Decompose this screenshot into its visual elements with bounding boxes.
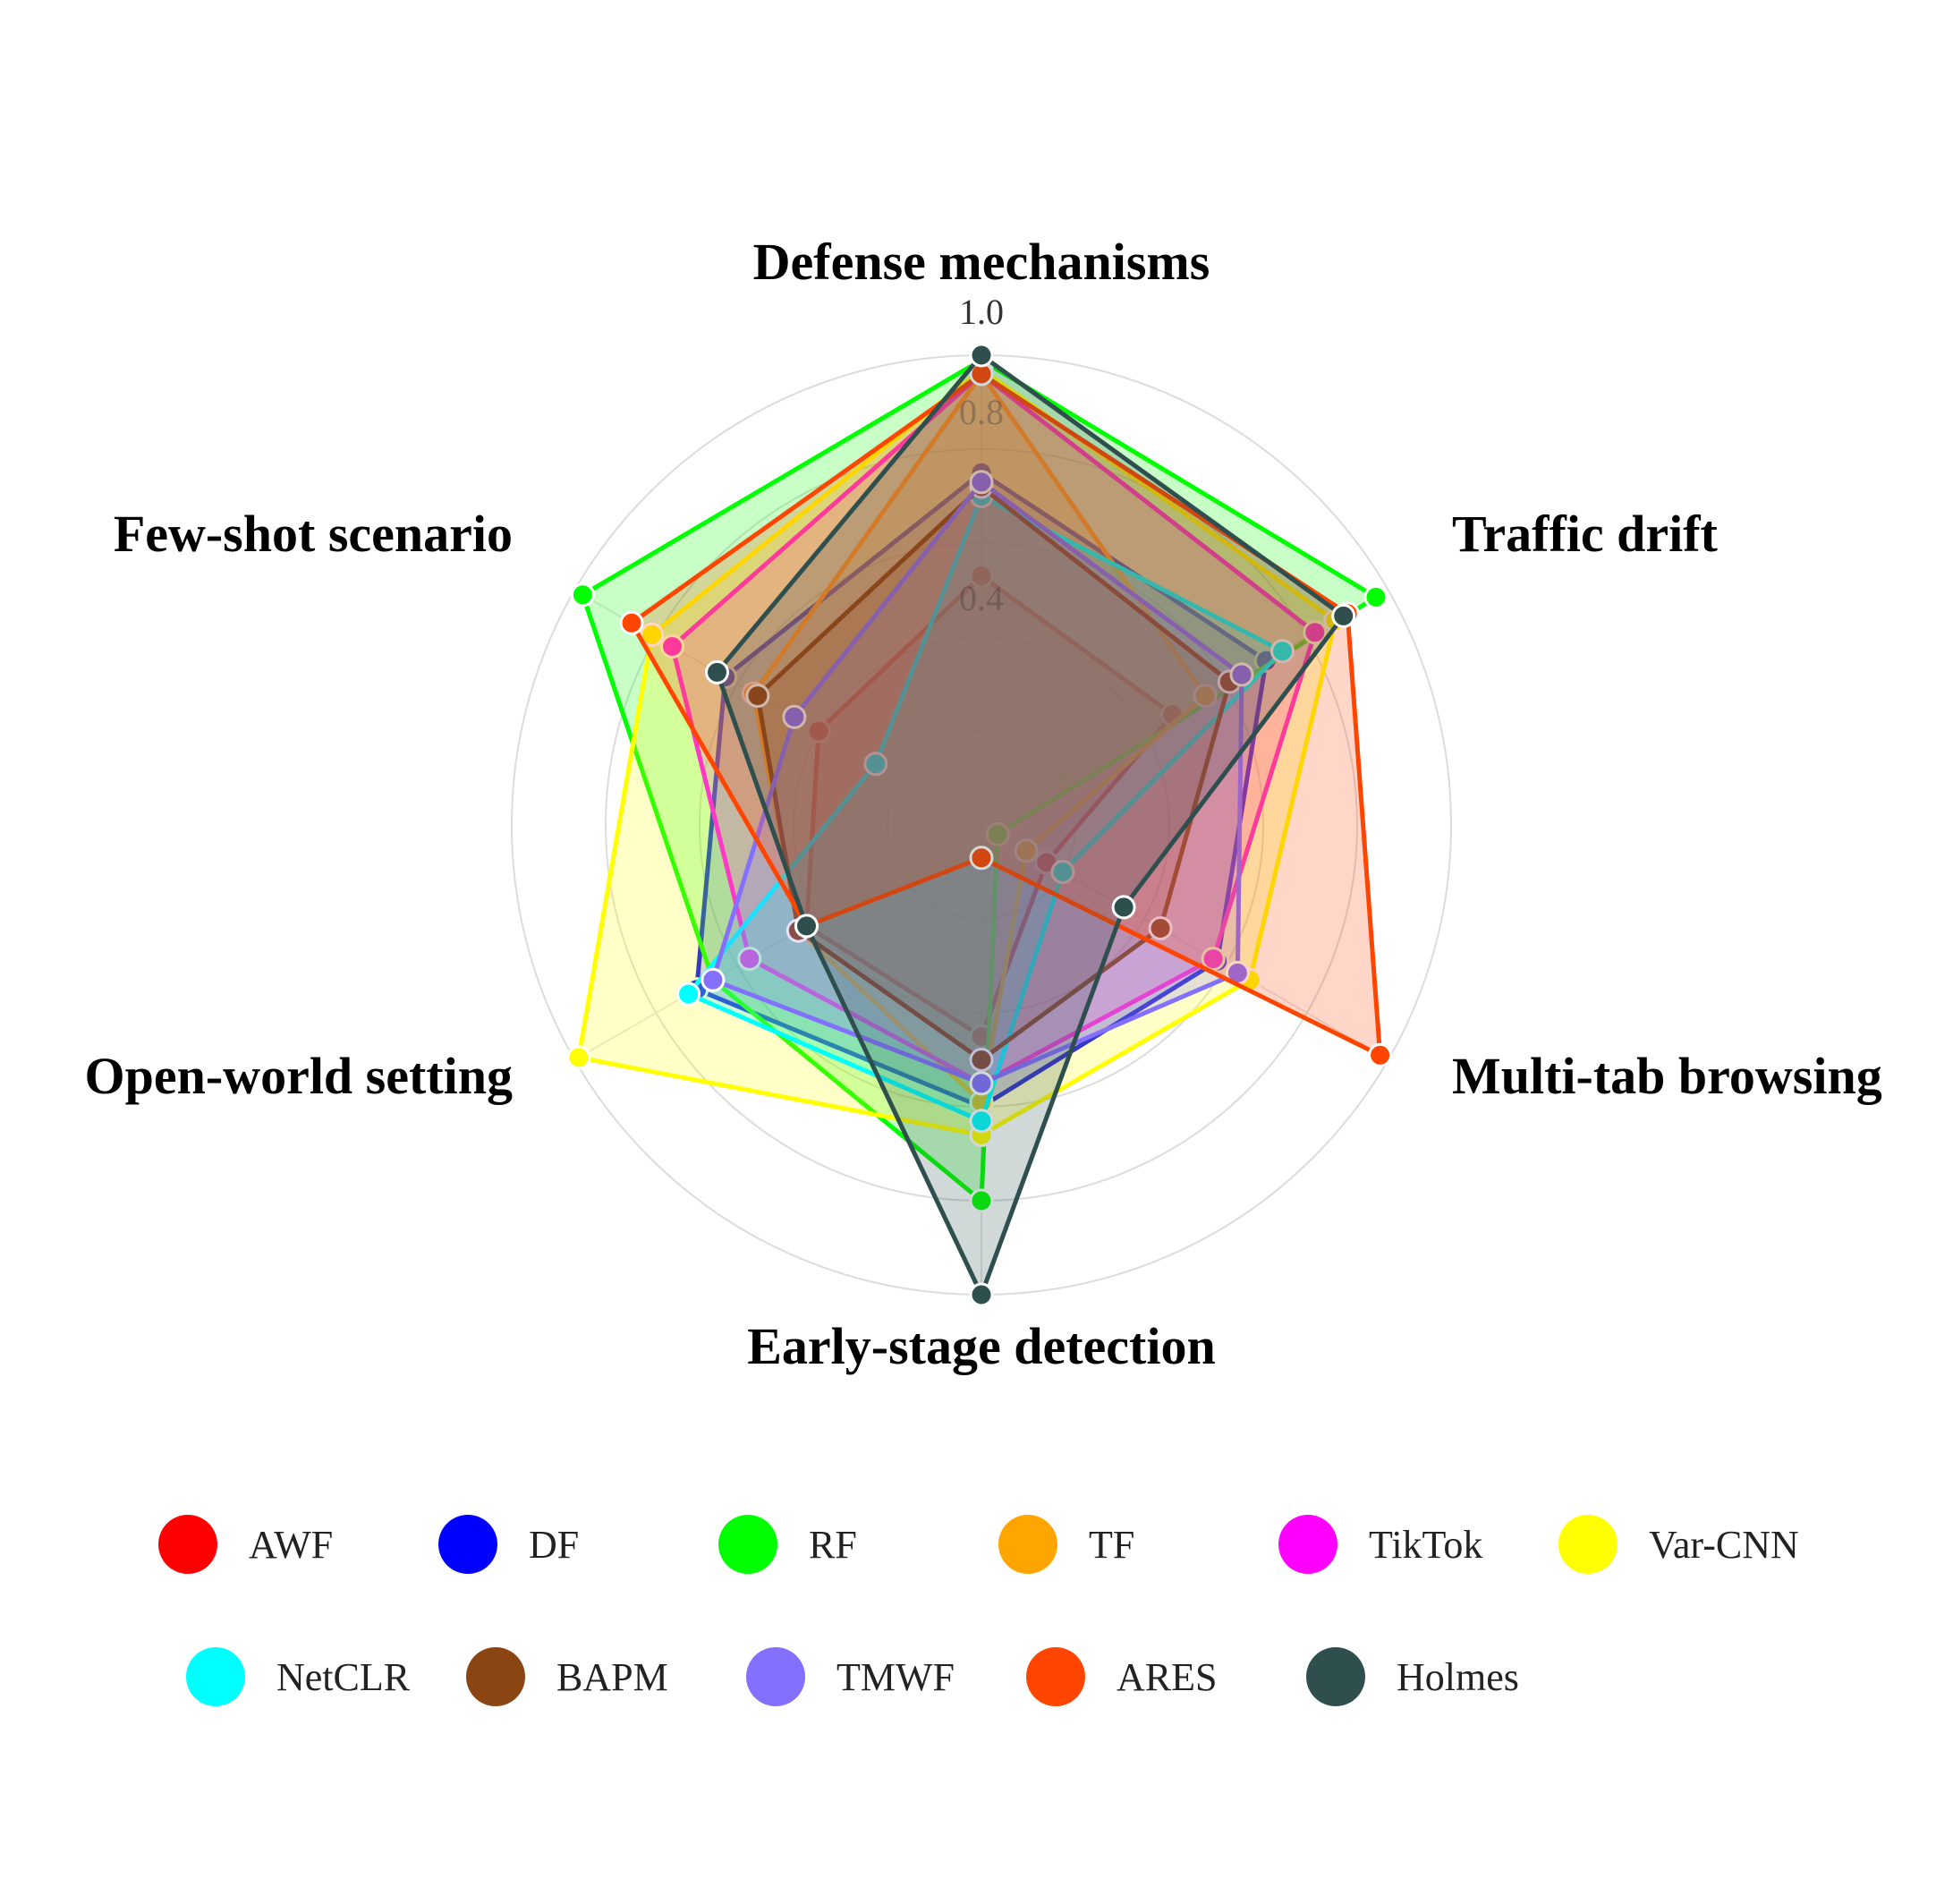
legend-marker-ares <box>1026 1647 1085 1706</box>
data-point-tiktok-few-shot-scenario <box>660 634 684 659</box>
legend-item-tmwf: TMWF <box>746 1647 955 1706</box>
data-point-tmwf-open-world-setting <box>701 967 726 992</box>
data-point-tmwf-early-stage-detection <box>969 1071 994 1096</box>
legend-marker-netclr <box>186 1647 245 1706</box>
data-point-holmes-defense-mechanisms <box>969 343 994 368</box>
legend-item-bapm: BAPM <box>466 1647 668 1706</box>
legend-item-tiktok: TikTok <box>1278 1515 1482 1574</box>
data-point-tf-multi-tab-browsing <box>1014 838 1039 863</box>
data-point-holmes-few-shot-scenario <box>705 659 729 684</box>
legend: AWF DF RF TF TikTok Var-CNN NetCLR BAPM TMWF ARES… <box>158 1515 1799 1706</box>
data-point-tiktok-open-world-setting <box>737 947 762 972</box>
data-point-var-cnn-open-world-setting <box>566 1045 591 1070</box>
data-point-netclr-open-world-setting <box>676 982 701 1007</box>
data-point-netclr-traffic-drift <box>1270 639 1295 664</box>
legend-label-tiktok: TikTok <box>1369 1523 1482 1567</box>
legend-marker-tf <box>998 1515 1057 1574</box>
radar-tick-labels: 1.0 0.8 0.4 <box>959 292 1004 618</box>
data-point-awf-defense-mechanisms <box>969 564 994 589</box>
data-point-var-cnn-few-shot-scenario <box>640 622 665 647</box>
axis-label-open-world-setting: Open-world setting <box>85 1047 514 1105</box>
data-point-tmwf-traffic-drift <box>1229 662 1254 687</box>
legend-marker-var-cnn <box>1558 1515 1618 1574</box>
tick-label-0-4: 0.4 <box>959 578 1004 618</box>
data-point-rf-multi-tab-browsing <box>985 822 1010 846</box>
legend-label-awf: AWF <box>249 1523 333 1567</box>
legend-item-rf: RF <box>718 1515 857 1574</box>
radar-series <box>566 343 1393 1307</box>
legend-marker-awf <box>158 1515 217 1574</box>
data-point-tiktok-multi-tab-browsing <box>1201 947 1226 972</box>
data-point-holmes-early-stage-detection <box>969 1282 994 1307</box>
series-holmes <box>705 343 1356 1307</box>
data-point-ares-multi-tab-browsing <box>1368 1042 1393 1067</box>
axis-label-traffic-drift: Traffic drift <box>1452 505 1719 563</box>
data-point-bapm-early-stage-detection <box>969 1048 994 1072</box>
legend-item-df: DF <box>438 1515 579 1574</box>
data-point-holmes-traffic-drift <box>1331 603 1356 628</box>
legend-marker-holmes <box>1306 1647 1365 1706</box>
data-point-tmwf-defense-mechanisms <box>969 470 994 495</box>
data-point-bapm-few-shot-scenario <box>745 684 770 709</box>
series-awf <box>794 564 1185 1049</box>
legend-item-tf: TF <box>998 1515 1134 1574</box>
axis-label-defense-mechanisms: Defense mechanisms <box>753 233 1210 291</box>
legend-marker-rf <box>718 1515 777 1574</box>
legend-marker-df <box>438 1515 497 1574</box>
tick-label-0-8: 0.8 <box>959 392 1004 432</box>
legend-item-awf: AWF <box>158 1515 333 1574</box>
series-bapm <box>745 474 1242 1072</box>
axis-label-few-shot-scenario: Few-shot scenario <box>114 505 513 563</box>
axis-label-multi-tab-browsing: Multi-tab browsing <box>1452 1047 1882 1105</box>
legend-item-netclr: NetCLR <box>186 1647 411 1706</box>
data-point-awf-few-shot-scenario <box>806 718 831 744</box>
legend-item-ares: ARES <box>1026 1647 1217 1706</box>
radar-axis-labels: Defense mechanisms Traffic drift Multi-t… <box>85 233 1882 1375</box>
legend-marker-bapm <box>466 1647 525 1706</box>
data-point-bapm-multi-tab-browsing <box>1148 916 1173 940</box>
axis-label-early-stage-detection: Early-stage detection <box>747 1317 1215 1375</box>
legend-item-holmes: Holmes <box>1306 1647 1519 1706</box>
data-point-rf-traffic-drift <box>1363 584 1388 609</box>
legend-label-tf: TF <box>1089 1523 1134 1567</box>
data-point-tiktok-traffic-drift <box>1303 620 1328 645</box>
legend-label-df: DF <box>529 1523 579 1567</box>
data-point-tmwf-few-shot-scenario <box>782 704 807 729</box>
legend-label-rf: RF <box>809 1523 857 1567</box>
legend-label-netclr: NetCLR <box>276 1655 411 1699</box>
legend-marker-tiktok <box>1278 1515 1337 1574</box>
data-point-rf-few-shot-scenario <box>570 582 595 608</box>
data-point-netclr-multi-tab-browsing <box>1050 860 1075 884</box>
data-point-netclr-few-shot-scenario <box>863 752 888 777</box>
legend-label-tmwf: TMWF <box>836 1655 955 1699</box>
data-point-rf-early-stage-detection <box>969 1188 994 1213</box>
data-point-netclr-early-stage-detection <box>969 1109 994 1134</box>
data-point-ares-few-shot-scenario <box>619 610 644 635</box>
data-point-holmes-multi-tab-browsing <box>1111 895 1136 920</box>
data-point-holmes-open-world-setting <box>794 914 819 939</box>
grid-spoke-open-world-setting <box>573 824 982 1061</box>
legend-label-holmes: Holmes <box>1397 1655 1519 1699</box>
legend-label-var-cnn: Var-CNN <box>1649 1523 1799 1567</box>
legend-marker-tmwf <box>746 1647 805 1706</box>
legend-label-ares: ARES <box>1117 1655 1217 1699</box>
tick-label-1-0: 1.0 <box>959 292 1004 332</box>
data-point-ares-early-stage-detection <box>969 846 994 871</box>
data-point-tf-traffic-drift <box>1193 684 1218 709</box>
legend-item-var-cnn: Var-CNN <box>1558 1515 1799 1574</box>
legend-label-bapm: BAPM <box>556 1655 668 1699</box>
